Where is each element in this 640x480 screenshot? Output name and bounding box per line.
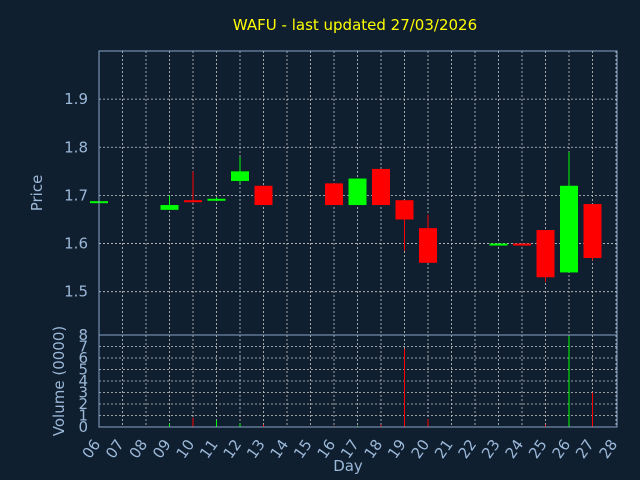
candle-body <box>395 200 414 220</box>
volume-tick-label: 3 <box>78 384 88 402</box>
volume-tick-label: 2 <box>78 395 88 413</box>
x-axis-label: Day <box>333 457 363 475</box>
volume-tick-label: 8 <box>78 326 88 344</box>
volume-tick-label: 4 <box>78 372 88 390</box>
volume-axis-label: Volume (0000) <box>50 326 68 436</box>
volume-tick-label: 0 <box>78 418 88 436</box>
price-tick-label: 1.9 <box>64 90 88 108</box>
candle-body <box>583 204 602 258</box>
volume-tick-label: 5 <box>78 361 88 379</box>
volume-frame <box>98 334 618 428</box>
price-tick-labels: 1.5 1.6 1.7 1.8 1.9 <box>64 90 88 301</box>
volume-tick-label: 6 <box>78 349 88 367</box>
candle-body <box>419 228 437 263</box>
candle-body <box>254 185 273 206</box>
price-candles <box>90 152 602 283</box>
candle-body <box>207 198 226 201</box>
candle-body <box>536 230 555 278</box>
price-tick-label: 1.5 <box>64 283 88 301</box>
candle-body <box>231 171 249 181</box>
candle-body <box>184 200 202 203</box>
candle-body <box>325 183 343 206</box>
volume-tick-label: 7 <box>78 338 88 356</box>
volume-tick-label: 1 <box>78 407 88 425</box>
price-axis-label: Price <box>28 175 46 212</box>
candle-body <box>489 243 508 246</box>
price-tick-label: 1.7 <box>64 186 88 204</box>
candle-body <box>348 178 367 206</box>
price-panel: 1.5 1.6 1.7 1.8 1.9 Price <box>28 50 618 336</box>
candle-body <box>560 185 578 273</box>
candle-body <box>160 205 179 210</box>
candle-body <box>513 243 531 246</box>
chart-title: WAFU - last updated 27/03/2026 <box>233 16 477 34</box>
price-tick-label: 1.8 <box>64 138 88 156</box>
price-tick-label: 1.6 <box>64 235 88 253</box>
candle-body <box>372 168 390 206</box>
